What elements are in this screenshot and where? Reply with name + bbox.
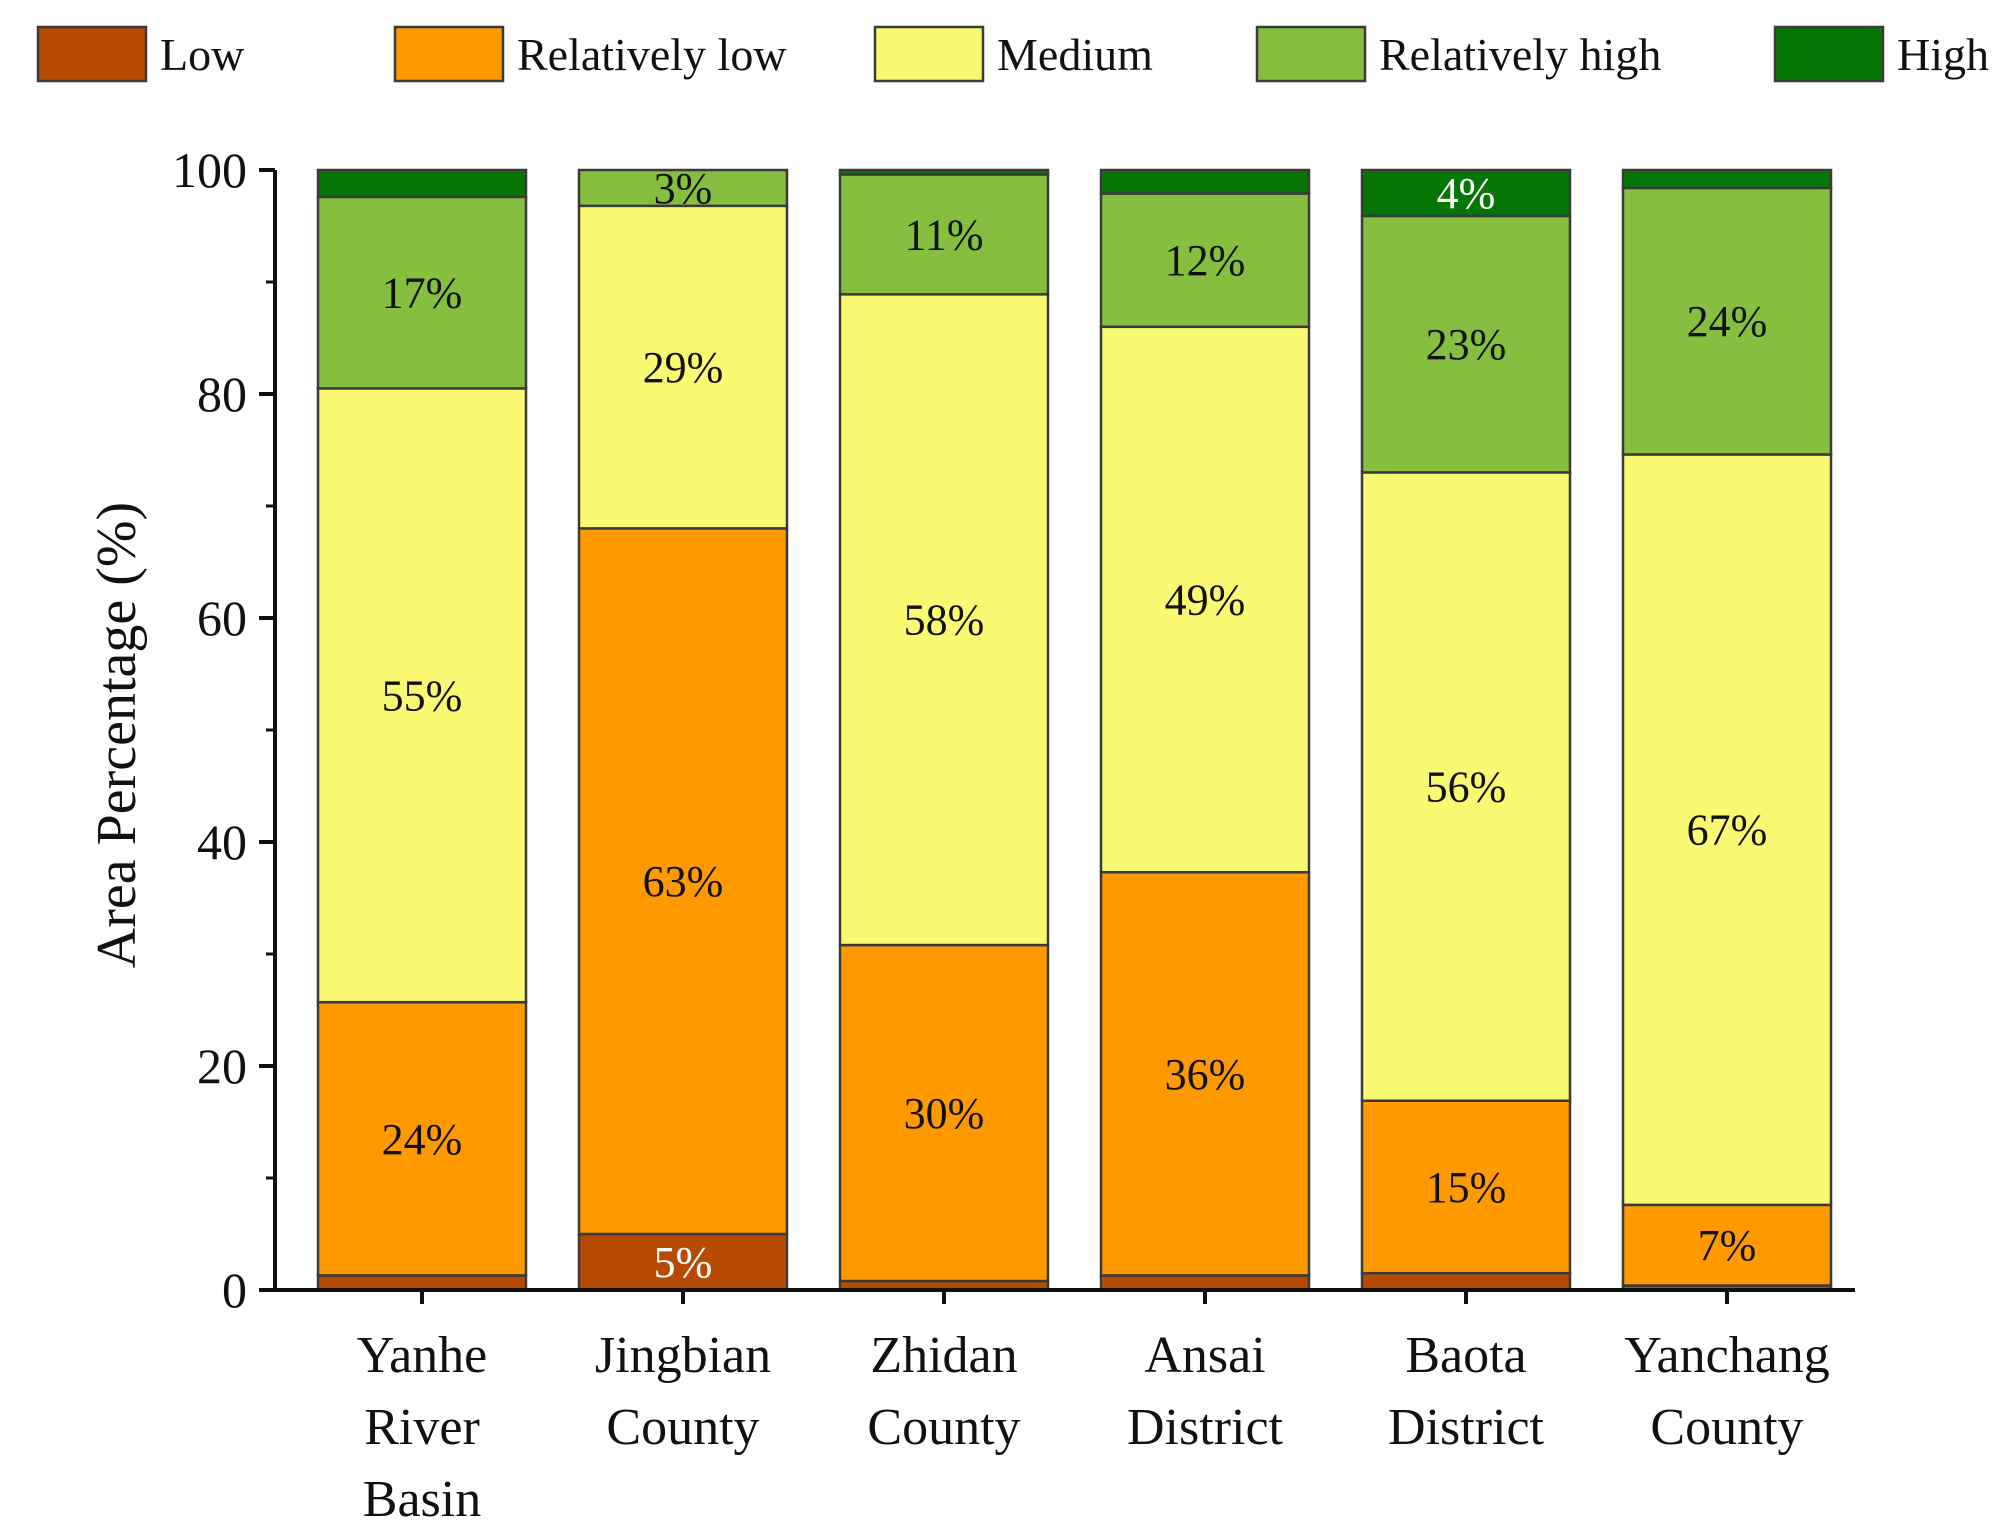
data-label: 12% xyxy=(1165,236,1246,285)
data-label: 55% xyxy=(382,671,463,720)
data-label: 23% xyxy=(1426,320,1507,369)
data-label: 3% xyxy=(654,164,713,213)
data-label: 58% xyxy=(904,596,985,645)
bar-segment xyxy=(1099,168,1311,195)
y-tick-label: 100 xyxy=(172,142,247,198)
x-tick-label: Yanhe River Basin xyxy=(357,1327,488,1528)
legend-swatch xyxy=(1255,25,1367,83)
bar-segment xyxy=(1360,1099,1572,1275)
bars: 24% 55% 17% 5% 63% 29% 3% 30% 58% 11% 36% 49% 12% 15%… xyxy=(316,164,1833,1292)
legend-label: Relatively low xyxy=(517,29,787,80)
y-axis-title: Area Percentage (%) xyxy=(86,502,148,968)
x-tick-label-line: Basin xyxy=(363,1471,481,1528)
y-tick-label: 80 xyxy=(197,366,247,422)
x-tick-label-line: District xyxy=(1127,1399,1284,1456)
data-label: 24% xyxy=(1687,297,1768,346)
x-tick-label-line: County xyxy=(606,1399,759,1456)
bar-segment xyxy=(838,293,1050,947)
legend-label: Relatively high xyxy=(1379,29,1661,80)
bar-segment xyxy=(1621,168,1833,190)
x-tick-label-line: County xyxy=(1650,1399,1803,1456)
data-label: 56% xyxy=(1426,763,1507,812)
x-tick-label-line: Yanhe xyxy=(357,1327,488,1384)
x-tick-label: Baota District xyxy=(1388,1327,1545,1456)
x-tick-label-line: Yanchang xyxy=(1624,1327,1830,1384)
bar-segment xyxy=(838,168,1050,176)
x-tick-label-line: Jingbian xyxy=(595,1327,771,1384)
bar-segment xyxy=(316,387,528,1004)
x-tick-label-line: River xyxy=(364,1399,480,1456)
y-tick-label: 0 xyxy=(222,1262,247,1318)
x-tick-label: Jingbian County xyxy=(595,1327,771,1456)
data-label: 17% xyxy=(382,269,463,318)
x-tick-label-line: Baota xyxy=(1405,1327,1526,1384)
y-tick-label: 40 xyxy=(197,814,247,870)
data-label: 15% xyxy=(1426,1163,1507,1212)
legend-label: High xyxy=(1897,29,1989,80)
bar-segment xyxy=(1360,214,1572,474)
data-label: 30% xyxy=(904,1089,985,1138)
data-label: 63% xyxy=(643,857,724,906)
bar-segment xyxy=(577,527,789,1236)
x-tick-label-line: Ansai xyxy=(1144,1327,1265,1384)
bar-segment xyxy=(1099,1274,1311,1292)
x-tick-label: Zhidan County xyxy=(867,1327,1020,1456)
data-label: 4% xyxy=(1437,169,1496,218)
bar-segment xyxy=(316,168,528,199)
bar-segment xyxy=(838,943,1050,1283)
bar-segment xyxy=(1621,1203,1833,1287)
x-tick-label-line: District xyxy=(1388,1399,1545,1456)
bar-segment xyxy=(577,1232,789,1292)
bar-segment xyxy=(316,1274,528,1292)
x-tick-label: Yanchang County xyxy=(1624,1327,1830,1456)
bar-segment xyxy=(1621,453,1833,1207)
legend: Low Relatively low Medium Relatively high Hi… xyxy=(36,25,1989,83)
data-label: 5% xyxy=(654,1238,713,1287)
bar-segment xyxy=(1360,471,1572,1102)
x-tick-label-line: County xyxy=(867,1399,1020,1456)
legend-swatch xyxy=(873,25,985,83)
bar-segment xyxy=(1099,870,1311,1277)
bar-segment xyxy=(577,204,789,530)
bar-segment xyxy=(577,168,789,208)
data-label: 11% xyxy=(904,210,983,259)
bar-segment xyxy=(1621,186,1833,456)
y-tick-label: 60 xyxy=(197,590,247,646)
data-label: 29% xyxy=(643,343,724,392)
bar-segment xyxy=(1099,325,1311,874)
bar-segment xyxy=(1360,1271,1572,1292)
legend-swatch xyxy=(393,25,505,83)
data-label: 24% xyxy=(382,1115,463,1164)
legend-swatch xyxy=(36,25,148,83)
data-label: 36% xyxy=(1165,1050,1246,1099)
data-label: 67% xyxy=(1687,806,1768,855)
axes: 0 20 40 60 80 100 Yanhe River Basin Jingbian Count… xyxy=(172,142,1855,1528)
bar-segment xyxy=(1360,168,1572,218)
legend-label: Medium xyxy=(997,29,1153,80)
y-tick-label: 20 xyxy=(197,1038,247,1094)
bar-segment xyxy=(1099,192,1311,329)
bar-segment xyxy=(838,173,1050,296)
legend-label: Low xyxy=(160,29,245,80)
x-tick-label-line: Zhidan xyxy=(870,1327,1017,1384)
legend-swatch xyxy=(1773,25,1885,83)
bar-segment xyxy=(316,1000,528,1277)
data-label: 7% xyxy=(1698,1221,1757,1270)
x-tick-label: Ansai District xyxy=(1127,1327,1284,1456)
data-label: 49% xyxy=(1165,576,1246,625)
